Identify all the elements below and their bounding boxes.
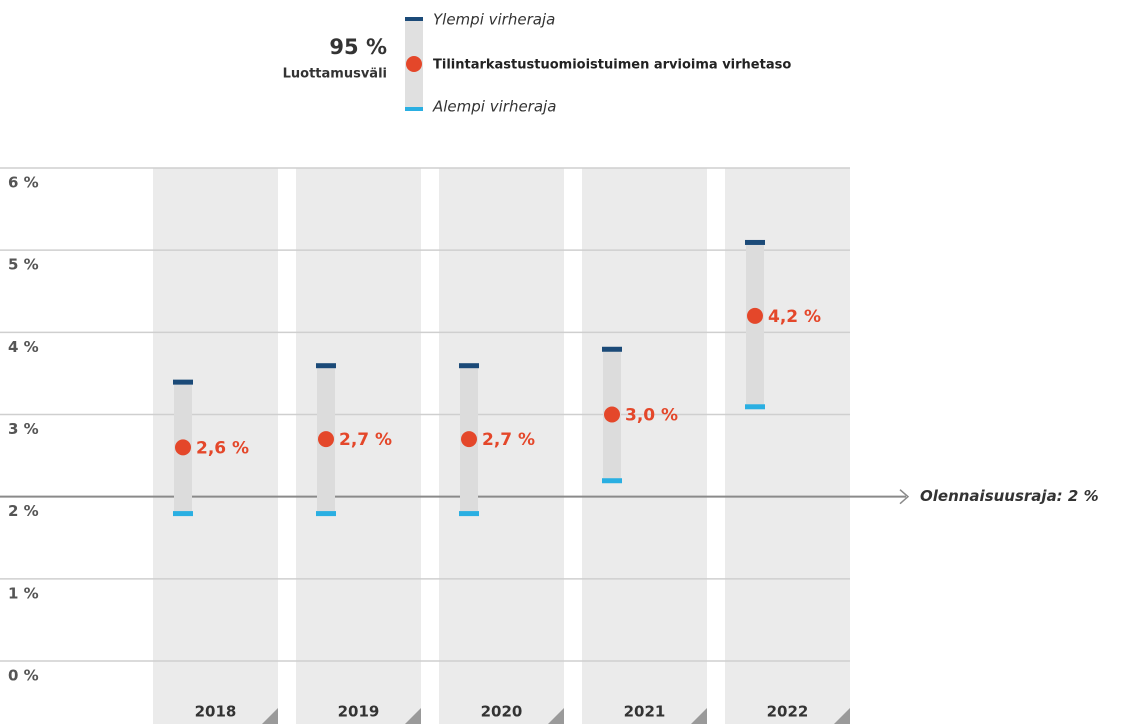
value-label: 3,0 % xyxy=(625,406,678,426)
legend-entry: Tilintarkastustuomioistuimen arvioima vi… xyxy=(433,58,791,73)
y-tick-label: 6 % xyxy=(8,174,39,192)
lower-cap xyxy=(745,404,765,410)
x-tick-label: 2021 xyxy=(624,703,666,721)
column-background xyxy=(582,168,707,724)
corner-mark xyxy=(262,708,278,724)
corner-mark xyxy=(548,708,564,724)
lower-cap xyxy=(173,511,193,517)
x-tick-label: 2018 xyxy=(195,703,237,721)
upper-cap xyxy=(602,346,622,352)
upper-cap xyxy=(745,239,765,245)
y-tick-label: 3 % xyxy=(8,420,39,438)
value-label: 2,7 % xyxy=(339,430,392,450)
y-tick-label: 1 % xyxy=(8,584,39,602)
y-tick-label: 4 % xyxy=(8,338,39,356)
x-tick-label: 2022 xyxy=(767,703,809,721)
column-background xyxy=(725,168,850,724)
x-tick-label: 2020 xyxy=(481,703,523,721)
value-label: 4,2 % xyxy=(768,307,821,327)
lower-cap xyxy=(602,478,622,484)
legend-upper-swatch xyxy=(405,17,423,21)
x-tick-label: 2019 xyxy=(338,703,380,721)
estimate-dot xyxy=(175,439,191,456)
legend-entry: Ylempi virheraja xyxy=(433,11,555,29)
column-background xyxy=(153,168,278,724)
legend-entry: Alempi virheraja xyxy=(432,98,556,116)
y-tick-label: 0 % xyxy=(8,667,39,685)
legend-subtitle: Luottamusväli xyxy=(283,67,387,82)
y-tick-label: 2 % xyxy=(8,502,39,520)
corner-mark xyxy=(405,708,421,724)
estimate-dot xyxy=(318,431,334,448)
lower-cap xyxy=(316,511,336,517)
estimate-dot xyxy=(604,406,620,423)
upper-cap xyxy=(173,379,193,385)
threshold-arrow xyxy=(899,489,910,505)
upper-cap xyxy=(316,363,336,369)
estimate-dot xyxy=(461,431,477,448)
value-label: 2,6 % xyxy=(196,438,249,458)
lower-cap xyxy=(459,511,479,517)
corner-mark xyxy=(691,708,707,724)
column-background xyxy=(439,168,564,724)
legend-dot xyxy=(406,56,422,72)
upper-cap xyxy=(459,363,479,369)
column-background xyxy=(296,168,421,724)
value-label: 2,7 % xyxy=(482,430,535,450)
legend-lower-swatch xyxy=(405,107,423,111)
estimate-dot xyxy=(747,307,763,324)
interval xyxy=(746,241,764,407)
legend-title: 95 % xyxy=(329,35,387,59)
y-tick-label: 5 % xyxy=(8,256,39,274)
corner-mark xyxy=(834,708,850,724)
threshold-label: Olennaisuusraja: 2 % xyxy=(920,487,1099,505)
